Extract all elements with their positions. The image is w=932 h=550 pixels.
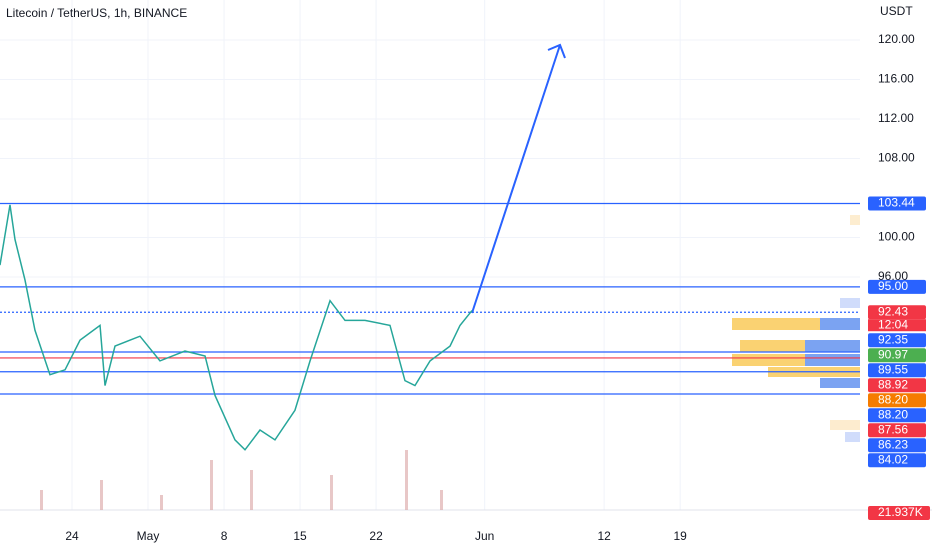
volume-label: 21.937K <box>878 505 923 519</box>
price-label: 92.43 <box>878 304 908 318</box>
volume-profile <box>732 215 860 442</box>
price-label: 88.20 <box>878 392 908 406</box>
x-tick-label: 12 <box>597 529 611 543</box>
y-tick-label: 96.00 <box>878 269 908 283</box>
price-label-box <box>868 305 926 320</box>
price-label-box <box>868 348 926 363</box>
price-label-box <box>868 196 926 211</box>
x-tick-label: May <box>137 529 160 543</box>
price-label-box <box>868 393 926 408</box>
price-label: 90.97 <box>878 347 908 361</box>
volume-label-box <box>868 506 930 520</box>
price-label: 84.02 <box>878 452 908 466</box>
y-tick-label: 120.00 <box>878 32 915 46</box>
price-label: 89.55 <box>878 362 908 376</box>
price-label-box <box>868 453 926 468</box>
price-label: 87.56 <box>878 422 908 436</box>
x-tick-label: 8 <box>221 529 228 543</box>
price-label: 92.35 <box>878 332 908 346</box>
x-tick-label: Jun <box>475 529 494 543</box>
y-tick-label: 112.00 <box>878 111 914 125</box>
price-label: 103.44 <box>878 196 915 210</box>
price-label: 88.92 <box>878 377 908 391</box>
price-label: 88.20 <box>878 407 908 421</box>
y-tick-label: 100.00 <box>878 230 915 244</box>
price-line <box>0 204 473 451</box>
price-label: 86.23 <box>878 437 908 451</box>
price-label-box <box>868 279 926 294</box>
price-label-box <box>868 378 926 393</box>
y-tick-label: 116.00 <box>878 72 914 86</box>
x-tick-label: 24 <box>65 529 79 543</box>
y-tick-label: 108.00 <box>878 151 915 165</box>
price-label-box <box>868 333 926 348</box>
volume-bars <box>40 450 443 510</box>
countdown-label: 12:04 <box>878 317 908 331</box>
projection-arrow <box>471 43 566 314</box>
price-label-box <box>868 363 926 378</box>
price-label-box <box>868 438 926 453</box>
y-axis-label: USDT <box>880 4 913 18</box>
price-label-box <box>868 423 926 438</box>
chart-title: Litecoin / TetherUS, 1h, BINANCE <box>6 6 187 20</box>
x-tick-label: 22 <box>369 529 383 543</box>
price-label-box <box>868 408 926 423</box>
countdown-box <box>868 319 926 332</box>
price-label: 95.00 <box>878 279 908 293</box>
x-tick-label: 19 <box>673 529 687 543</box>
x-tick-label: 15 <box>293 529 307 543</box>
